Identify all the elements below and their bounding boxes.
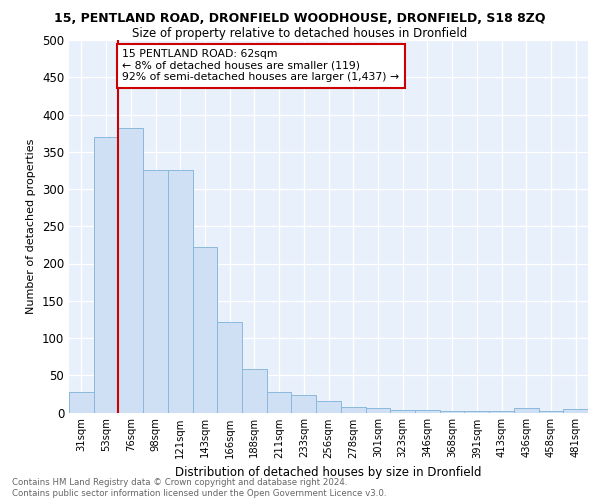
Bar <box>489 411 514 412</box>
Bar <box>69 392 94 412</box>
Bar <box>292 394 316 412</box>
Text: Contains HM Land Registry data © Crown copyright and database right 2024.
Contai: Contains HM Land Registry data © Crown c… <box>12 478 386 498</box>
Bar <box>118 128 143 412</box>
Text: 15 PENTLAND ROAD: 62sqm
← 8% of detached houses are smaller (119)
92% of semi-de: 15 PENTLAND ROAD: 62sqm ← 8% of detached… <box>122 49 399 82</box>
Bar <box>341 408 365 412</box>
X-axis label: Distribution of detached houses by size in Dronfield: Distribution of detached houses by size … <box>175 466 482 479</box>
Bar <box>464 411 489 412</box>
Bar <box>267 392 292 412</box>
Bar <box>415 410 440 412</box>
Bar <box>143 170 168 412</box>
Bar <box>514 408 539 412</box>
Bar <box>365 408 390 412</box>
Bar <box>217 322 242 412</box>
Text: 15, PENTLAND ROAD, DRONFIELD WOODHOUSE, DRONFIELD, S18 8ZQ: 15, PENTLAND ROAD, DRONFIELD WOODHOUSE, … <box>54 12 546 26</box>
Bar <box>316 400 341 412</box>
Bar <box>563 409 588 412</box>
Bar <box>193 247 217 412</box>
Bar <box>390 410 415 412</box>
Text: Size of property relative to detached houses in Dronfield: Size of property relative to detached ho… <box>133 28 467 40</box>
Bar <box>168 170 193 412</box>
Y-axis label: Number of detached properties: Number of detached properties <box>26 138 37 314</box>
Bar <box>242 368 267 412</box>
Bar <box>440 411 464 412</box>
Bar <box>539 411 563 412</box>
Bar <box>94 137 118 412</box>
